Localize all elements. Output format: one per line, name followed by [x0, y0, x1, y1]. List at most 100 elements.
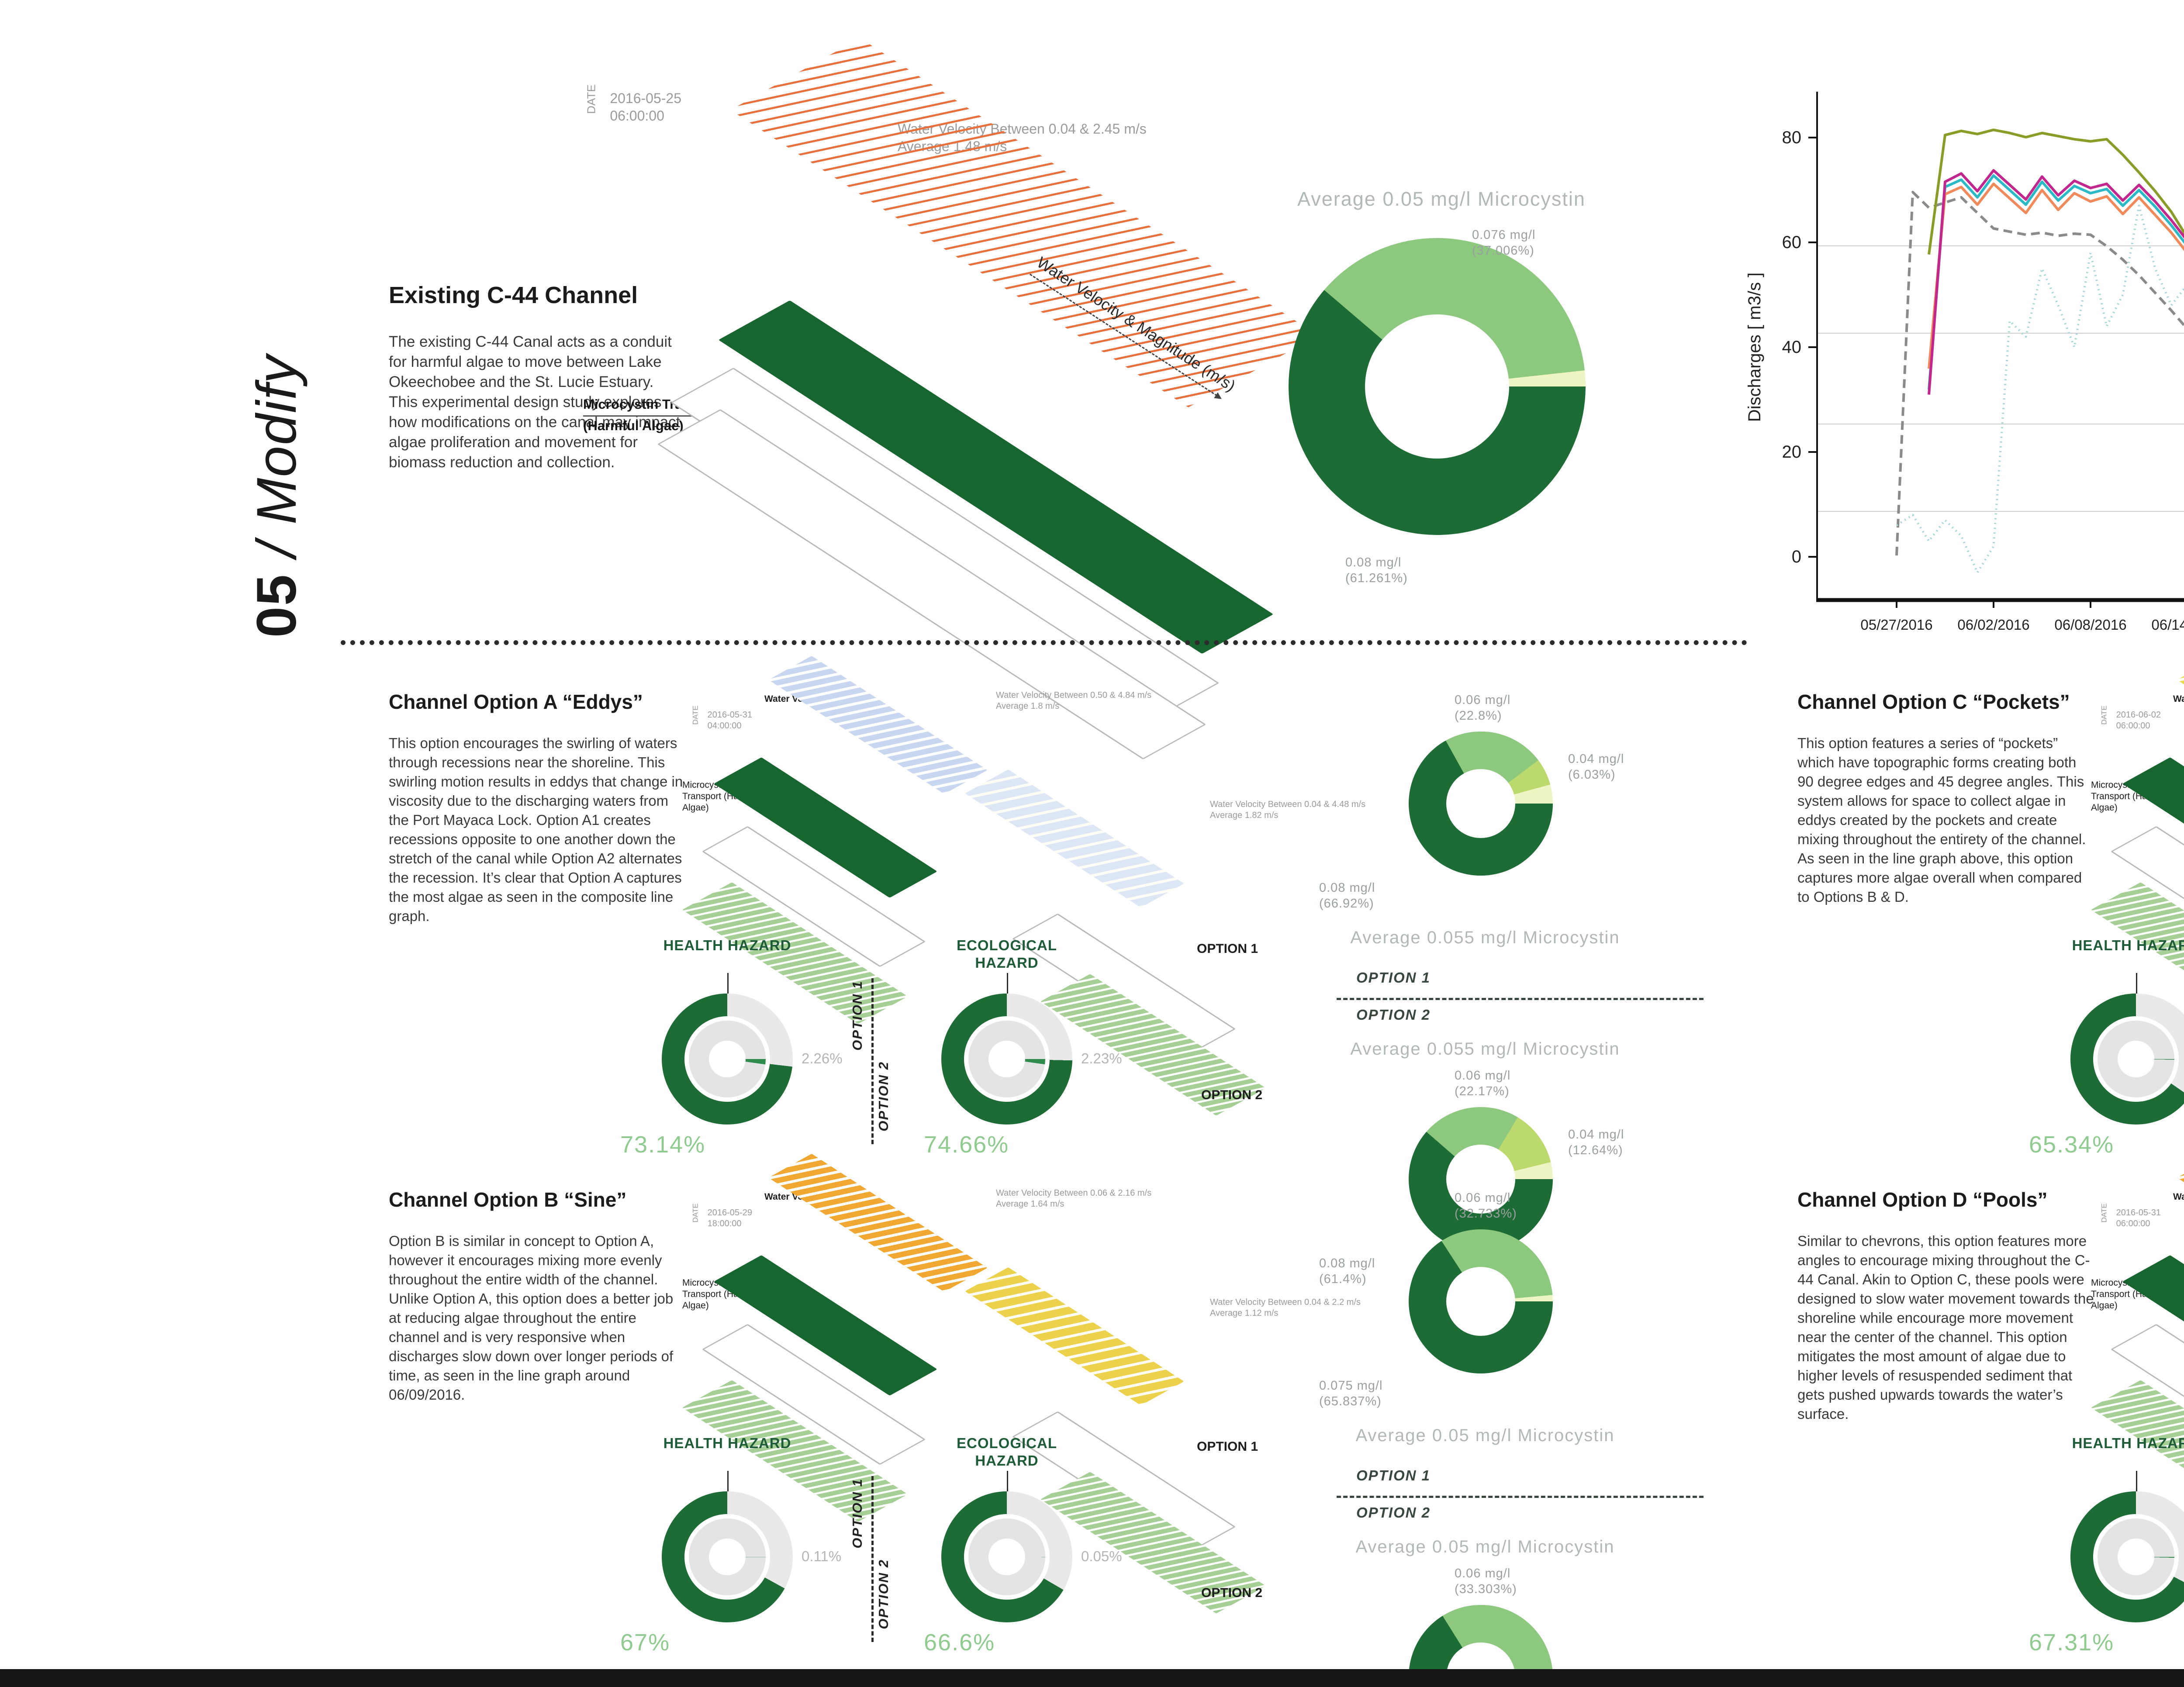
health-hazard-title: HEALTH HAZARD	[2072, 1435, 2184, 1451]
health-hazard-title: HEALTH HAZARD	[663, 1435, 791, 1451]
donut1-label-bottom: 0.08 mg/l (66.92%)	[1319, 881, 1375, 911]
velocity-label-1: Water Velocity Between 0.50 & 4.84 m/s Av…	[996, 690, 1152, 711]
eco-outer-pct: 66.6%	[924, 1629, 995, 1656]
section-title: 05 / Modify	[245, 218, 309, 638]
existing-donut	[1289, 238, 1586, 535]
section-number: 05	[245, 573, 308, 638]
wvm-micro-label: Water Velocity Magnitude	[2173, 694, 2184, 704]
intro-paragraph: The existing C-44 Canal acts as a condui…	[389, 333, 681, 471]
svg-text:06/02/2016: 06/02/2016	[1957, 617, 2029, 633]
health-outer-pct: 67%	[620, 1629, 670, 1656]
section-divider-dotted	[341, 640, 1747, 645]
donut2-label-bottom: 0.08 mg/l (61.4%)	[1319, 1256, 1375, 1286]
health-hazard-donut	[2070, 994, 2184, 1125]
existing-date-block: DATE 2016-05-25 06:00:00	[577, 84, 681, 124]
option-paragraph: Similar to chevrons, this option feature…	[1797, 1233, 2094, 1422]
eco-hazard-title: ECOLOGICAL HAZARD	[957, 1435, 1057, 1469]
ribbon-pattern-1	[768, 655, 988, 794]
option1-microcystin-donut	[1409, 1229, 1553, 1373]
health-hazard-title: HEALTH HAZARD	[663, 937, 791, 953]
health-hazard-title: HEALTH HAZARD	[2072, 937, 2184, 953]
velocity-label-2: Water Velocity Between 0.04 & 2.2 m/s Ave…	[1210, 1297, 1361, 1318]
eco-inner-pct: 0.05%	[1081, 1548, 1122, 1564]
quadrant-option-d: Channel Option D “Pools” Similar to chev…	[1797, 1153, 2184, 1687]
donut1-label-bottom: 0.075 mg/l (65.837%)	[1319, 1379, 1383, 1408]
eco-hazard-donut	[941, 994, 1072, 1125]
existing-time: 06:00:00	[610, 108, 664, 124]
donut2-caption: Average 0.05 mg/l Microcystin	[1355, 1537, 1615, 1556]
option-paragraph: Option B is similar in concept to Option…	[389, 1233, 674, 1403]
hazard-option2-label: OPTION 2	[876, 1061, 891, 1132]
donut1-caption: Average 0.055 mg/l Microcystin	[1350, 928, 1620, 947]
hazard-option-divider	[871, 1476, 874, 1642]
health-outer-pct: 65.34%	[2029, 1132, 2115, 1158]
health-inner-pct: 2.26%	[802, 1050, 843, 1066]
section-word: / Modify	[245, 354, 308, 558]
option-heading: Channel Option C “Pockets”	[1797, 690, 2070, 713]
hazard-option1-label: OPTION 1	[850, 980, 865, 1051]
column-option-divider	[1337, 998, 1704, 1000]
donut-hole	[1365, 314, 1509, 459]
existing-donut-title: Average 0.05 mg/l Microcystin	[1297, 188, 1586, 210]
option2-microcystin-donut	[1409, 1107, 1553, 1251]
intro-heading: Existing C-44 Channel	[389, 282, 638, 308]
board-footer-bar	[0, 1669, 2184, 1687]
column-option2-label: OPTION 2	[1356, 1007, 1431, 1023]
option-paragraph: This option encourages the swirling of w…	[389, 735, 683, 924]
health-inner-pct: 0.11%	[802, 1548, 842, 1564]
existing-donut-label-top: 0.076 mg/l (37.006%)	[1472, 228, 1536, 258]
existing-date: 2016-05-25	[610, 90, 681, 106]
velocity-label-2: Water Velocity Between 0.04 & 4.48 m/s Av…	[1210, 800, 1366, 820]
health-hazard-donut	[662, 1491, 793, 1622]
donut2-label-top: 0.06 mg/l (33.303%)	[1455, 1566, 1517, 1596]
hazard-option1-label: OPTION 1	[850, 1478, 865, 1549]
health-outer-pct: 73.14%	[620, 1132, 706, 1158]
svg-text:Discharges [ m3/s ]: Discharges [ m3/s ]	[1745, 273, 1764, 422]
ribbon-pattern-2	[965, 1267, 1184, 1406]
health-outer-pct: 67.31%	[2029, 1629, 2115, 1656]
eco-hazard-title: ECOLOGICAL HAZARD	[957, 937, 1057, 971]
column-option-divider	[1337, 1496, 1704, 1498]
hazard-option-divider	[871, 978, 874, 1144]
diagram-option2-label: OPTION 2	[1201, 1088, 1263, 1102]
quadrant-option-a: Channel Option A “Eddys” This option enc…	[389, 655, 1712, 1286]
donut2-label-top: 0.06 mg/l (22.17%)	[1455, 1069, 1511, 1098]
health-hazard-donut	[662, 994, 793, 1125]
option-date-block: DATE 2016-06-02 06:00:00	[2100, 705, 2161, 731]
svg-text:60: 60	[1782, 233, 1802, 252]
diagram-option2-label: OPTION 2	[1201, 1586, 1263, 1600]
diagram-option1-label: OPTION 1	[1197, 942, 1258, 956]
wvm-micro-label: Water Velocity Magnitude	[2173, 1192, 2184, 1202]
svg-text:40: 40	[1782, 338, 1802, 357]
donut2-label-right: 0.04 mg/l (12.64%)	[1568, 1128, 1624, 1157]
option1-microcystin-donut	[1409, 731, 1553, 876]
velocity-label-1: Water Velocity Between 0.06 & 2.16 m/s Av…	[996, 1188, 1152, 1209]
svg-text:06/08/2016: 06/08/2016	[2054, 617, 2126, 633]
health-hazard-donut	[2070, 1491, 2184, 1622]
option-date-block: DATE 2016-05-29 18:00:00	[691, 1203, 752, 1228]
quadrant-option-c: Channel Option C “Pockets” This option f…	[1797, 655, 2184, 1280]
option-heading: Channel Option A “Eddys”	[389, 690, 643, 713]
option-date-block: DATE 2016-05-31 06:00:00	[2100, 1203, 2161, 1228]
svg-text:06/14/2016: 06/14/2016	[2151, 617, 2184, 633]
column-option2-label: OPTION 2	[1356, 1504, 1431, 1521]
eco-inner-pct: 2.23%	[1081, 1050, 1122, 1066]
existing-donut-label-bottom: 0.08 mg/l (61.261%)	[1345, 555, 1408, 585]
quadrant-option-b: Channel Option B “Sine” Option B is simi…	[389, 1153, 1712, 1687]
option-heading: Channel Option B “Sine”	[389, 1188, 627, 1211]
eco-outer-pct: 74.66%	[924, 1132, 1009, 1158]
donut1-label-top: 0.06 mg/l (32.733%)	[1455, 1191, 1517, 1221]
svg-text:05/27/2016: 05/27/2016	[1860, 617, 1932, 633]
donut1-caption: Average 0.05 mg/l Microcystin	[1355, 1426, 1615, 1445]
ribbon-pattern-2	[965, 769, 1184, 908]
column-option1-label: OPTION 1	[1356, 1467, 1431, 1483]
svg-text:0: 0	[1792, 547, 1801, 566]
option-date-block: DATE 2016-05-31 04:00:00	[691, 705, 752, 731]
option-paragraph: This option features a series of “pocket…	[1797, 735, 2086, 905]
svg-text:80: 80	[1782, 128, 1802, 147]
column-option1-label: OPTION 1	[1356, 969, 1431, 986]
date-label: DATE	[584, 84, 598, 114]
donut1-label-top: 0.06 mg/l (22.8%)	[1455, 693, 1511, 723]
